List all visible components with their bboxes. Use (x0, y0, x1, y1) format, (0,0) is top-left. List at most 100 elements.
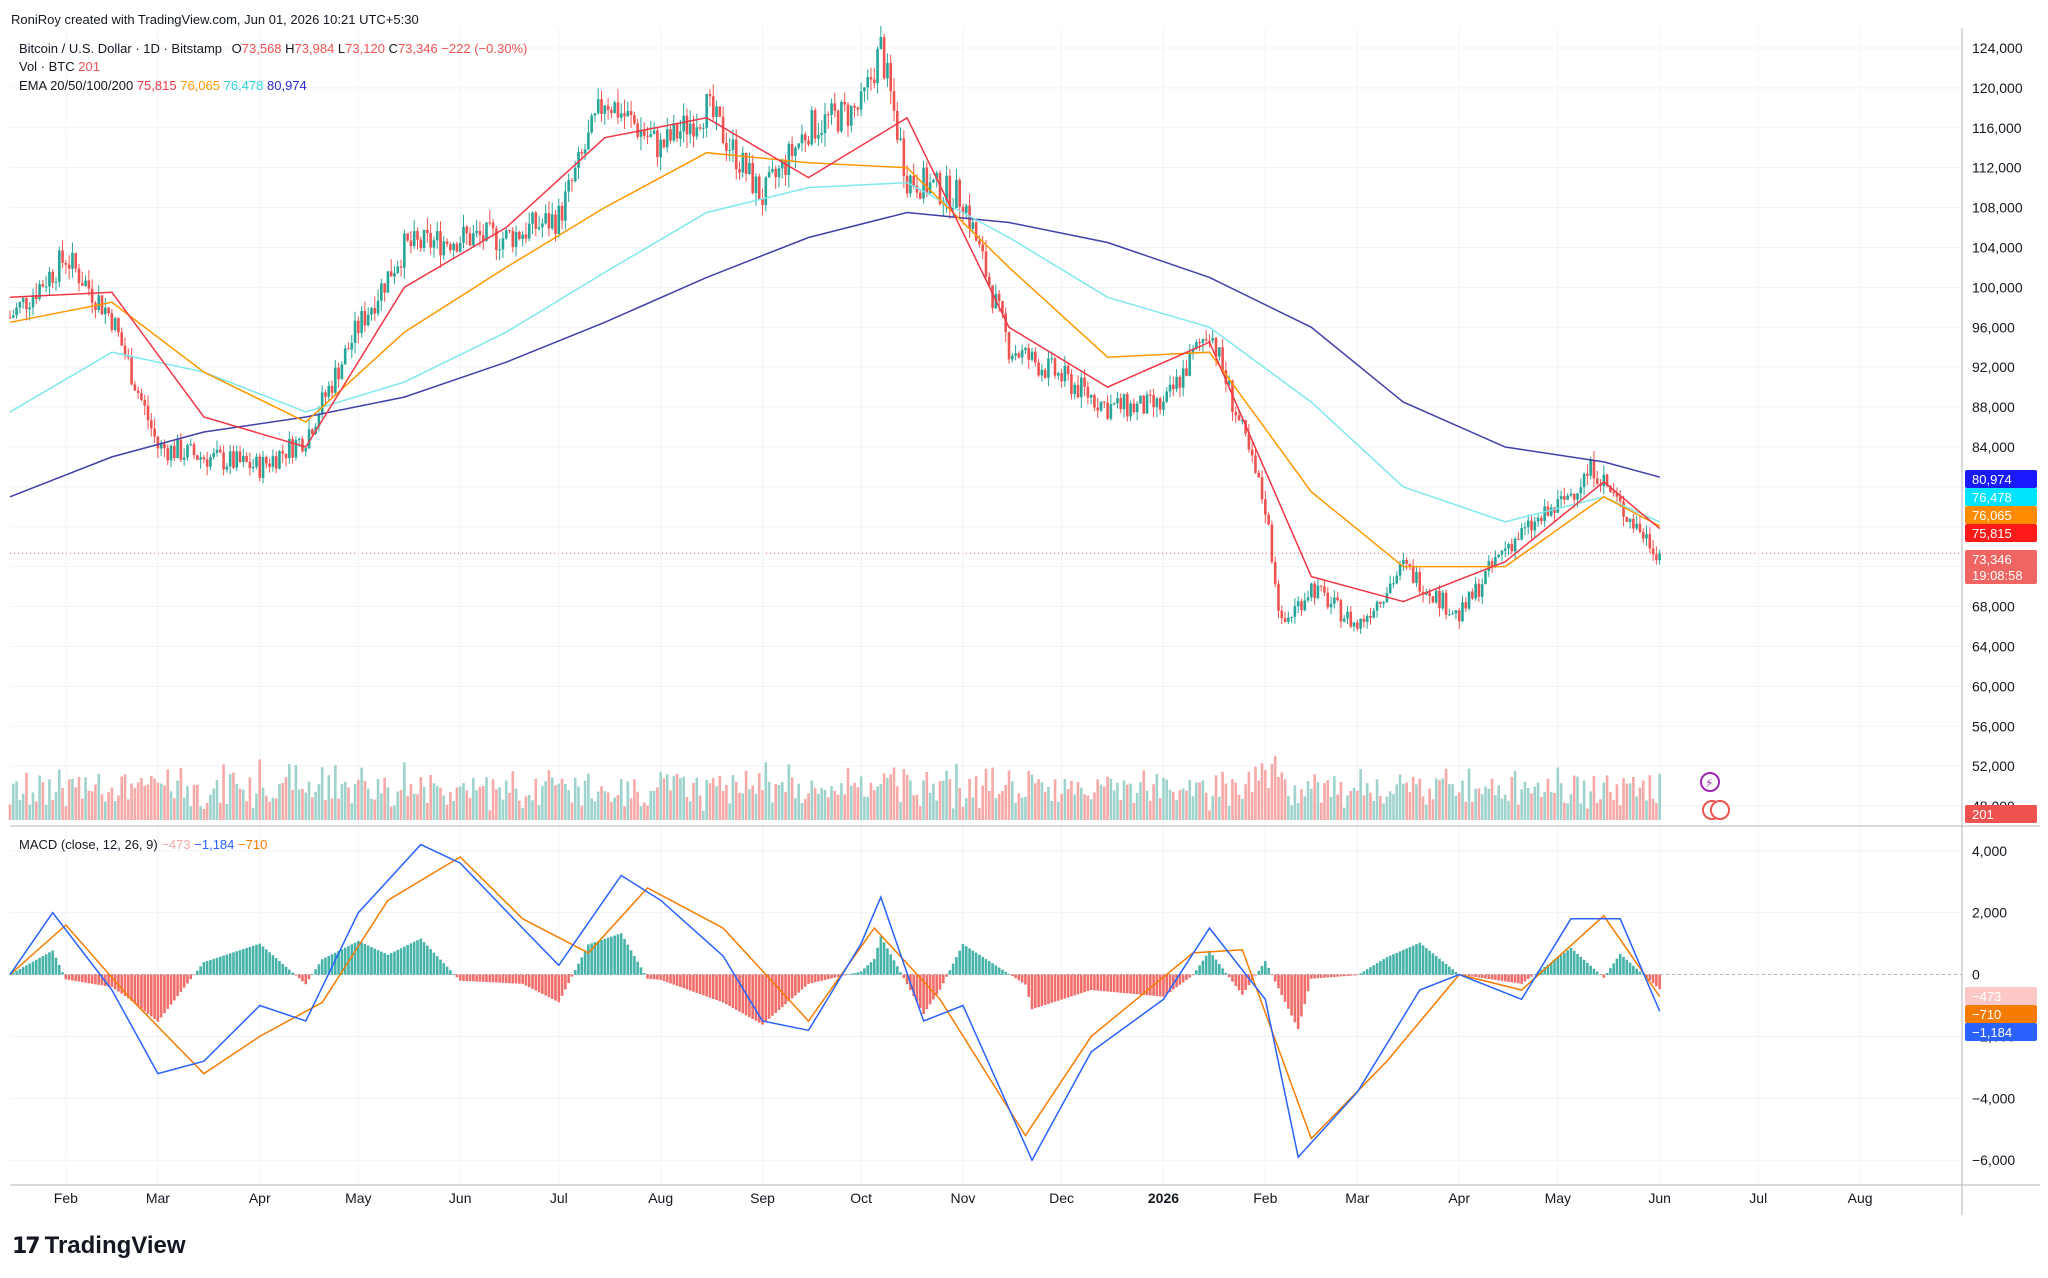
volume-bar (1273, 755, 1277, 820)
macd-hist-bar (1454, 971, 1458, 975)
volume-bar (350, 803, 354, 820)
volume-bar (550, 777, 554, 820)
last-price-tag-bg (1965, 550, 2037, 568)
macd-hist-bar (869, 962, 873, 975)
macd-hist-bar (278, 960, 281, 975)
macd-hist-bar (44, 954, 48, 975)
ohlc-open-label: O (231, 41, 242, 56)
candle-body (409, 240, 413, 247)
volume-bar (1310, 788, 1313, 820)
macd-hist-bar (1342, 974, 1346, 977)
macd-hist-bar (833, 974, 837, 978)
symbol-title[interactable]: Bitcoin / U.S. Dollar · 1D · Bitstamp (19, 41, 222, 56)
macd-hist-bar (1543, 967, 1546, 975)
volume-bar (1004, 784, 1008, 820)
candle-body (445, 241, 449, 245)
volume-bar (688, 801, 692, 820)
macd-hist-bar (659, 974, 662, 980)
volume-bar (649, 790, 653, 820)
volume-bar (623, 806, 626, 820)
price-tick-label: 100,000 (1972, 279, 2023, 295)
candle-body (442, 241, 446, 256)
macd-hist-bar (1530, 974, 1533, 977)
candle-body (1027, 348, 1031, 360)
ohlc-high: 73,984 (294, 41, 335, 56)
volume-bar (872, 790, 876, 820)
volume-bar (432, 783, 436, 820)
tradingview-logo[interactable]: 17 TradingView (12, 1232, 186, 1260)
macd-hist-bar (294, 974, 298, 976)
volume-bar (1178, 790, 1182, 820)
macd-hist-bar (1277, 974, 1280, 989)
candle-body (1122, 394, 1126, 410)
ohlc-close-label: C (388, 41, 398, 56)
flag-event-icon-2[interactable] (1710, 800, 1730, 820)
macd-hist-bar (1201, 960, 1205, 975)
macd-hist-bar (1109, 974, 1113, 992)
candle-body (143, 399, 147, 406)
candle-body (527, 223, 531, 239)
candle-body (981, 244, 985, 252)
volume-bar (376, 778, 380, 820)
macd-hist-bar (1392, 954, 1395, 975)
volume-bar (90, 791, 94, 820)
candle-body (961, 206, 965, 213)
macd-hist-bar (1093, 974, 1096, 991)
candle-body (1195, 342, 1198, 349)
volume-bar (334, 765, 337, 820)
macd-hist-bar (1379, 961, 1382, 975)
candle-body (1566, 495, 1569, 500)
volume-bar (25, 772, 28, 820)
candle-body (767, 171, 771, 178)
macd-hist-bar (1283, 974, 1287, 1002)
candle-body (189, 444, 193, 446)
macd-hist-bar (948, 970, 952, 975)
volume-bar (1655, 803, 1658, 820)
volume-bar (922, 780, 925, 820)
macd-hist-bar (1408, 947, 1412, 975)
macd-hist-bar (863, 968, 866, 975)
macd-hist-bar (458, 974, 462, 981)
candle-body (163, 443, 166, 449)
macd-legend[interactable]: MACD (close, 12, 26, 9) −473 −1,184 −710 (19, 837, 267, 852)
macd-line (9, 843, 1661, 1162)
macd-hist-bar (1517, 974, 1520, 984)
volume-bar (909, 780, 912, 820)
macd-hist-bar (764, 974, 768, 1022)
volume-bar (672, 775, 676, 820)
candle-body (41, 284, 45, 287)
volume-bar (1093, 792, 1096, 820)
macd-hist-bar (991, 963, 994, 975)
candle-body (265, 457, 268, 464)
candle-body (1109, 404, 1113, 419)
candle-body (1641, 532, 1645, 539)
volume-bar (186, 786, 189, 820)
volume-bar (1277, 776, 1280, 820)
candle-body (288, 438, 291, 459)
candle-body (928, 182, 932, 194)
candle-body (1457, 610, 1461, 622)
candle-body (1237, 415, 1241, 421)
candle-body (485, 222, 488, 241)
volume-bar (912, 795, 916, 820)
macd-hist-bar (544, 974, 547, 996)
volume-bar (1218, 796, 1221, 820)
candle-body (156, 436, 160, 449)
macd-hist-bar (1510, 974, 1514, 983)
candle-body (629, 110, 633, 116)
macd-hist-bar (1487, 974, 1491, 979)
ema-legend[interactable]: EMA 20/50/100/200 75,815 76,065 76,478 8… (19, 78, 307, 93)
lightning-event-icon[interactable] (1700, 772, 1720, 792)
volume-bar (1244, 784, 1247, 820)
volume-legend[interactable]: Vol · BTC 201 (19, 59, 100, 74)
macd-hist-bar (1369, 967, 1372, 975)
macd-hist-bar (669, 974, 672, 984)
volume-bar (869, 782, 873, 820)
candle-body (235, 451, 239, 468)
volume-bar (902, 769, 906, 820)
macd-hist-bar (550, 974, 554, 999)
volume-bar (767, 781, 771, 820)
candle-body (222, 452, 225, 470)
event-icons[interactable]: ⚡ (1700, 772, 1730, 820)
